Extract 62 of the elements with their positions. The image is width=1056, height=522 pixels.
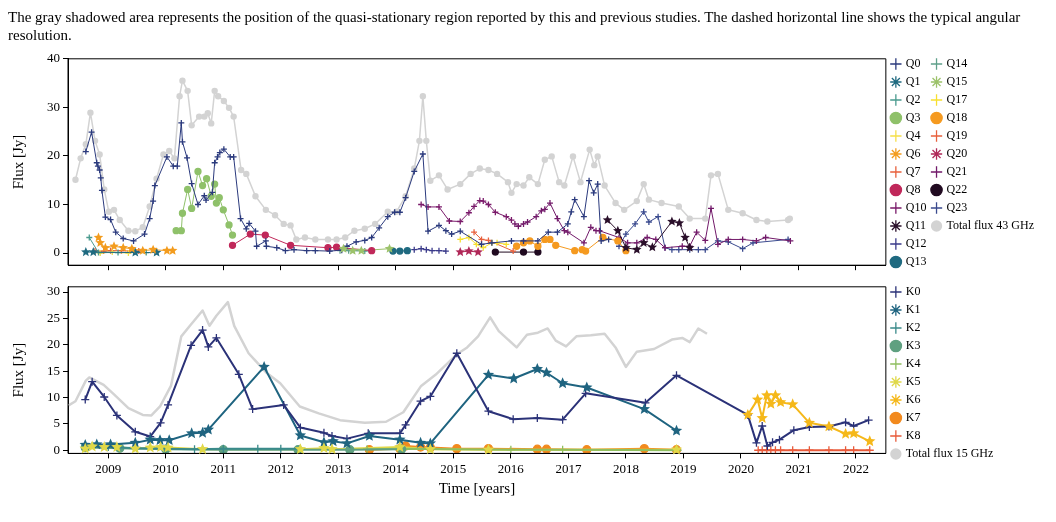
y-tick-label: 40 bbox=[47, 50, 60, 66]
y-tick-label: 30 bbox=[47, 283, 60, 299]
y-tick-label: 25 bbox=[47, 309, 60, 325]
legend-label: Q1 bbox=[905, 74, 921, 89]
y-tick-label: 20 bbox=[47, 147, 60, 163]
text: The gray shadowed area represents the position of the quasi-stationary region reported by this and previous studies. The dashed horizontal line shows the typical angular resolution. bbox=[8, 8, 1022, 44]
x-tick-label: 2022 bbox=[842, 460, 869, 476]
y-tick-label: 10 bbox=[47, 388, 60, 404]
legend-label: Q11 bbox=[905, 218, 927, 233]
x-tick-label: 2010 bbox=[152, 460, 179, 476]
y-axis-title: Flux [Jy] bbox=[9, 342, 26, 398]
legend-label: Q4 bbox=[905, 128, 921, 143]
x-tick-label: 2013 bbox=[325, 460, 352, 476]
legend-label: Q14 bbox=[946, 56, 968, 71]
legend-label: Q12 bbox=[905, 236, 927, 251]
y-axis-title: Flux [Jy] bbox=[9, 134, 26, 190]
legend-label: Q15 bbox=[946, 74, 968, 89]
legend-label: K2 bbox=[905, 320, 921, 335]
legend-label: K7 bbox=[905, 410, 921, 425]
x-axis-title: Time [years] bbox=[438, 479, 516, 496]
legend-label: Q17 bbox=[946, 92, 968, 107]
legend-label: K3 bbox=[905, 338, 921, 353]
y-tick-label: 30 bbox=[47, 98, 60, 114]
legend-label: K4 bbox=[905, 356, 921, 371]
legend-label: Q10 bbox=[905, 200, 927, 215]
x-tick-label: 2020 bbox=[727, 460, 754, 476]
x-tick-label: 2015 bbox=[440, 460, 467, 476]
legend-label: Q2 bbox=[905, 92, 921, 107]
legend-label: Q22 bbox=[946, 182, 968, 197]
y-tick-label: 15 bbox=[47, 362, 60, 378]
legend-label: K0 bbox=[905, 284, 921, 299]
y-tick-label: 5 bbox=[53, 415, 60, 431]
legend-label: Q13 bbox=[905, 254, 927, 269]
legend-label: Q20 bbox=[946, 146, 968, 161]
y-tick-label: 20 bbox=[47, 336, 60, 352]
x-tick-label: 2011 bbox=[210, 460, 237, 476]
x-tick-label: 2016 bbox=[497, 460, 525, 476]
x-tick-label: 2012 bbox=[267, 460, 294, 476]
legend-label: Q6 bbox=[905, 146, 921, 161]
y-tick-label: 0 bbox=[53, 441, 60, 457]
legend-label: Total flux 15 GHz bbox=[905, 446, 994, 461]
legend-label: Q21 bbox=[946, 164, 968, 179]
legend-label: Q18 bbox=[946, 110, 968, 125]
y-tick-label: 10 bbox=[47, 195, 60, 211]
x-tick-label: 2017 bbox=[555, 460, 582, 476]
legend-label: Q19 bbox=[946, 128, 968, 143]
legend-label: Q23 bbox=[946, 200, 968, 215]
x-tick-label: 2021 bbox=[785, 460, 812, 476]
legend-label: Total flux 43 GHz bbox=[946, 218, 1035, 233]
legend-label: K6 bbox=[905, 392, 921, 407]
legend-label: K8 bbox=[905, 428, 921, 443]
legend-label: Q8 bbox=[905, 182, 921, 197]
legend-label: K1 bbox=[905, 302, 921, 317]
x-tick-label: 2019 bbox=[670, 460, 697, 476]
y-tick-label: 0 bbox=[53, 244, 60, 260]
legend-label: Q7 bbox=[905, 164, 921, 179]
x-tick-label: 2009 bbox=[95, 460, 122, 476]
legend-label: K5 bbox=[905, 374, 921, 389]
legend-label: Q0 bbox=[905, 56, 921, 71]
legend-label: Q3 bbox=[905, 110, 921, 125]
x-tick-label: 2014 bbox=[382, 460, 410, 476]
x-tick-label: 2018 bbox=[612, 460, 639, 476]
